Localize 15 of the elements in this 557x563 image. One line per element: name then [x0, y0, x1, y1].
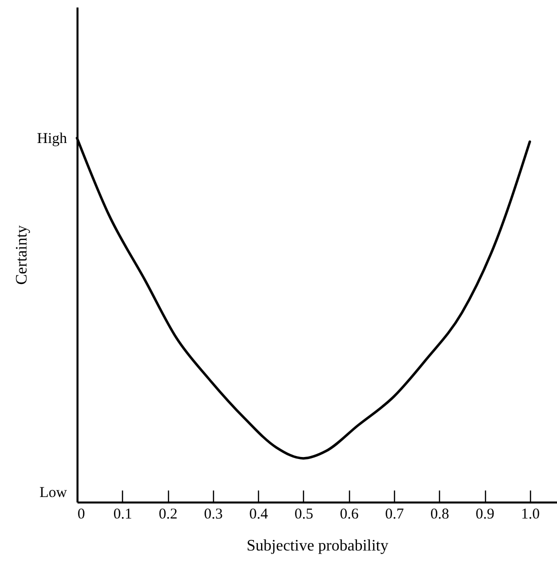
x-tick-label: 0.7 [385, 506, 404, 522]
text: Low [40, 485, 68, 501]
y-axis-title: Certainty [14, 225, 30, 285]
text: High [37, 131, 68, 148]
x-tick-label: 0.8 [430, 506, 450, 522]
x-tick-label: 0.1 [113, 506, 132, 522]
x-tick-label: 0.6 [340, 506, 360, 522]
x-axis-title: Subjective probability [246, 538, 388, 554]
x-tick-label: 0.5 [294, 506, 314, 522]
x-tick-label: 0 [78, 506, 85, 522]
x-tick-label: 0.3 [204, 506, 223, 522]
x-tick-label: 0.2 [158, 506, 178, 522]
x-tick-label: 0.4 [249, 506, 269, 522]
x-tick-label: 0.9 [476, 506, 494, 522]
x-tick-label: 1.0 [520, 506, 540, 522]
